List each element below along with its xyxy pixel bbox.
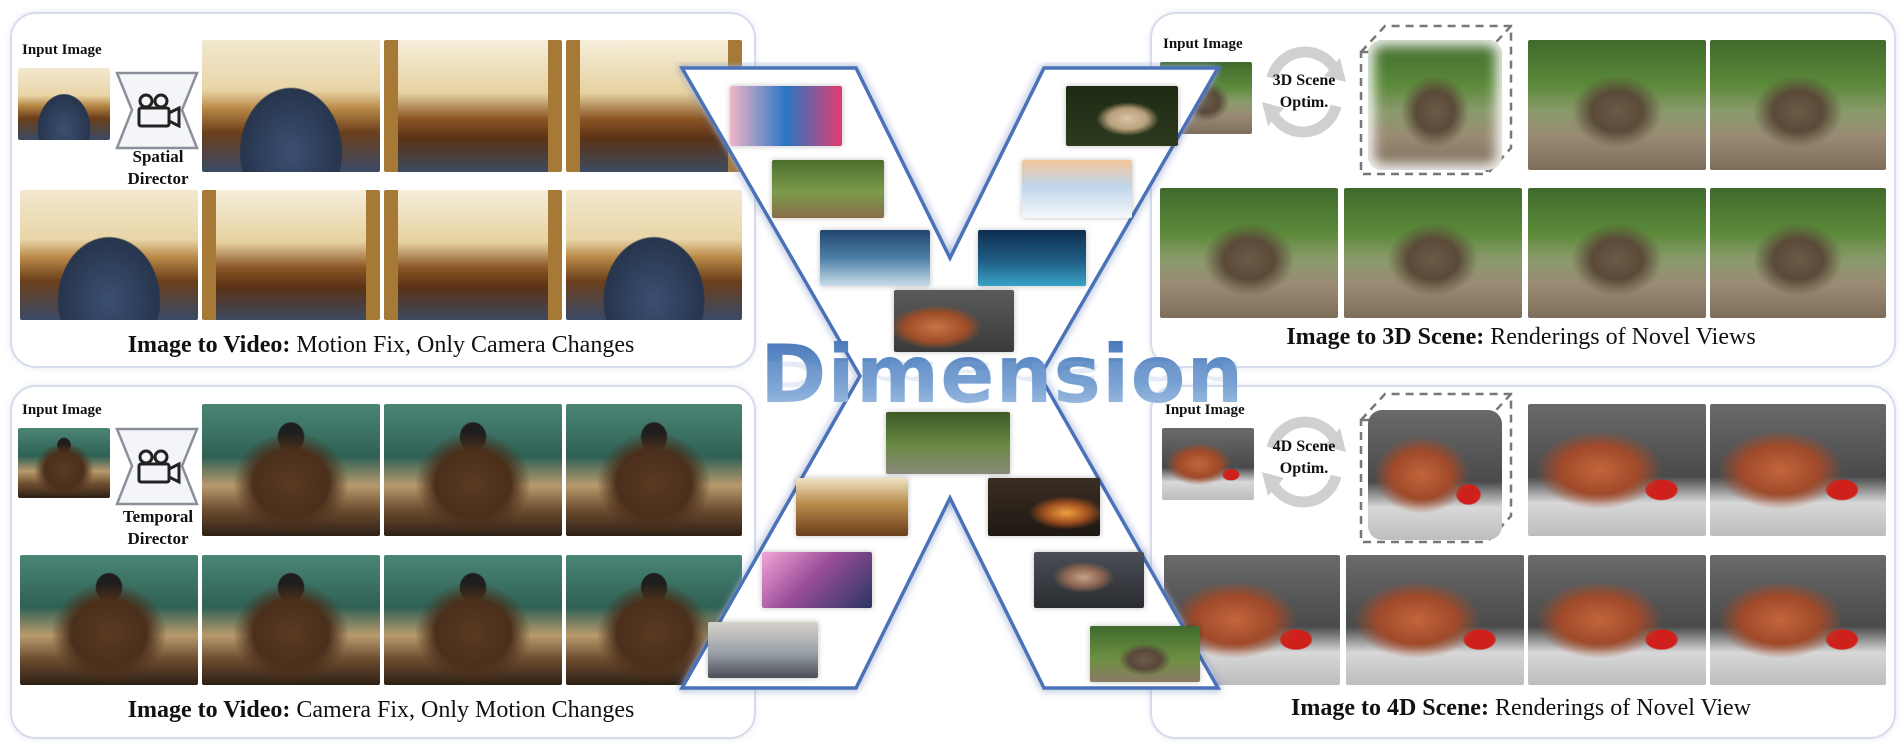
novel-view-render [1346,555,1524,685]
x-thumb-boat [820,230,930,286]
novel-view-render [1160,188,1338,318]
caption-image-to-video-camera-fix: Image to Video: Camera Fix, Only Motion … [127,697,635,723]
input-image-label: Input Image [1165,402,1245,419]
x-thumb-man-portrait [1034,552,1144,608]
novel-view-render [1528,555,1706,685]
x-thumb-snow-walker [1022,160,1132,218]
input-image-label: Input Image [22,42,102,58]
video-frame [384,555,562,685]
novel-view-render [1344,188,1522,318]
novel-view-render [1528,40,1706,170]
3d-scene-optim-label: 3D Scene Optim. [1272,72,1336,111]
caption-image-to-4d-scene: Image to 4D Scene: Renderings of Novel V… [1290,695,1752,721]
input-image-bear [18,428,110,498]
video-frame [202,190,380,320]
novel-view-render [1710,555,1886,685]
x-thumb-cherry-blossom [762,552,872,608]
input-image-devil [1162,428,1254,500]
novel-view-render [1710,404,1886,536]
x-thumb-lighthouse [978,230,1086,286]
input-image-label: Input Image [22,402,102,418]
circular-arrows-icon [1262,46,1346,138]
video-frame [20,190,198,320]
4d-scene-optim-label: 4D Scene Optim. [1272,438,1336,477]
x-thumb-office-desk [796,478,908,536]
input-image-office [18,68,110,140]
video-frame [20,555,198,685]
x-thumb-kitchen [708,622,818,678]
x-thumb-rabbit [1066,86,1178,146]
dimension-title-reflection: Dimension [760,353,1245,395]
x-thumb-bicycle [886,412,1010,474]
x-thumb-tree [772,160,884,218]
caption-image-to-video-motion-fix: Image to Video: Motion Fix, Only Camera … [127,332,635,358]
temporal-director-label: Temporal Director [122,507,194,548]
input-image-label: Input Image [1163,36,1243,52]
caption-image-to-3d-scene: Image to 3D Scene: Renderings of Novel V… [1286,324,1756,350]
video-frame [384,40,562,172]
circular-arrows-icon [1262,416,1346,508]
spatial-director-icon [115,71,199,150]
x-thumb-garden-table [1090,626,1200,682]
video-camera-icon [137,449,181,485]
4d-scene-render-center [1368,410,1502,540]
video-frame [566,404,742,536]
video-frame [566,190,742,320]
video-frame [384,190,562,320]
novel-view-render [1710,40,1886,170]
3d-scene-render-center [1368,40,1502,170]
novel-view-render [1710,188,1886,318]
novel-view-render [1528,404,1706,536]
video-frame [384,404,562,536]
spatial-director-label: Spatial Director [127,147,189,188]
video-frame [202,404,380,536]
temporal-director-icon [115,427,199,506]
video-frame [202,555,380,685]
video-frame [202,40,380,172]
novel-view-render [1528,188,1706,318]
x-thumb-fireplace [988,478,1100,536]
x-thumb-cat-candle [894,290,1014,352]
dimension-title: Dimension [760,328,1245,421]
x-thumb-llamas [730,86,842,146]
video-camera-icon [137,93,181,129]
